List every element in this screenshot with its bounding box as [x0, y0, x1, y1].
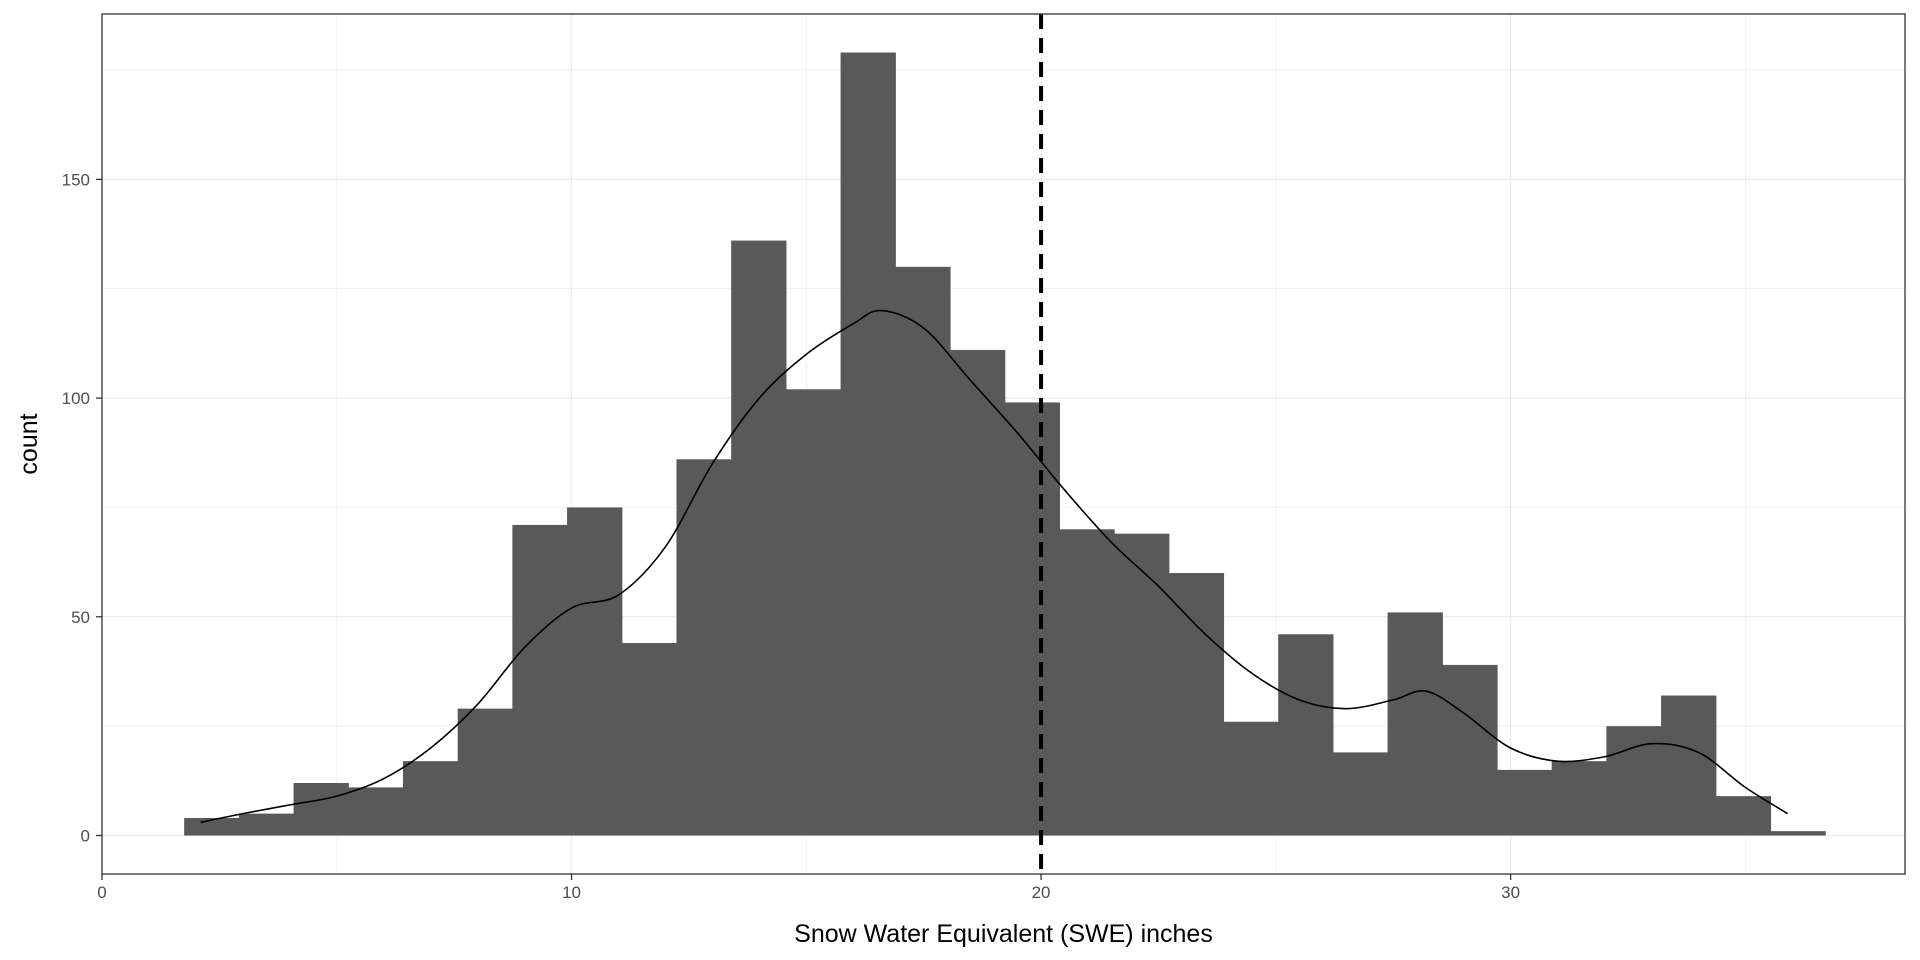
- y-tick-label: 100: [62, 389, 90, 408]
- histogram-bar: [184, 818, 240, 836]
- histogram-bar: [1770, 831, 1826, 836]
- histogram-bar: [1059, 529, 1115, 836]
- histogram-bar: [785, 389, 842, 836]
- histogram-bar: [1278, 634, 1334, 836]
- histogram-bar: [293, 783, 349, 836]
- y-axis-ticks: 0 50 100 150: [62, 170, 102, 846]
- histogram-bar: [1114, 533, 1170, 836]
- histogram-bar: [1332, 752, 1389, 836]
- histogram-bar: [1442, 664, 1498, 836]
- histogram-bar: [402, 761, 459, 836]
- y-tick-label: 150: [62, 170, 90, 189]
- x-tick-label: 0: [97, 883, 106, 902]
- histogram-bar: [1004, 402, 1060, 836]
- y-tick-label: 50: [71, 608, 90, 627]
- histogram-bar: [567, 507, 623, 836]
- histogram-bar: [1715, 796, 1772, 836]
- panel-border: [101, 13, 1906, 875]
- histogram-bar: [238, 813, 295, 836]
- x-tick-label: 10: [562, 883, 581, 902]
- histogram-bar: [840, 52, 896, 836]
- density-curve: [200, 309, 1789, 824]
- y-tick-label: 0: [81, 827, 90, 846]
- x-axis-ticks: 0 10 20 30: [97, 874, 1520, 902]
- histogram-bar: [457, 708, 513, 836]
- histogram-bar: [348, 787, 404, 836]
- histogram-bar: [895, 266, 951, 836]
- x-tick-label: 20: [1032, 883, 1051, 902]
- histogram-bar: [949, 349, 1006, 836]
- histogram-bar: [731, 240, 787, 836]
- histogram-bar: [1223, 721, 1279, 836]
- histogram-bar: [512, 524, 568, 836]
- histogram-bar: [1387, 612, 1443, 836]
- density-curve-group: [200, 309, 1789, 824]
- histogram-bar: [1168, 573, 1225, 836]
- y-axis-title: count: [15, 413, 43, 474]
- x-axis-title: Snow Water Equivalent (SWE) inches: [794, 920, 1213, 948]
- histogram-bars: [184, 52, 1826, 836]
- histogram-bar: [1496, 769, 1553, 836]
- histogram-bar: [621, 643, 678, 836]
- histogram-bar: [676, 459, 732, 836]
- x-tick-label: 30: [1501, 883, 1520, 902]
- histogram-bar: [1661, 695, 1717, 836]
- histogram-bar: [1606, 726, 1662, 836]
- histogram-bar: [1551, 761, 1607, 836]
